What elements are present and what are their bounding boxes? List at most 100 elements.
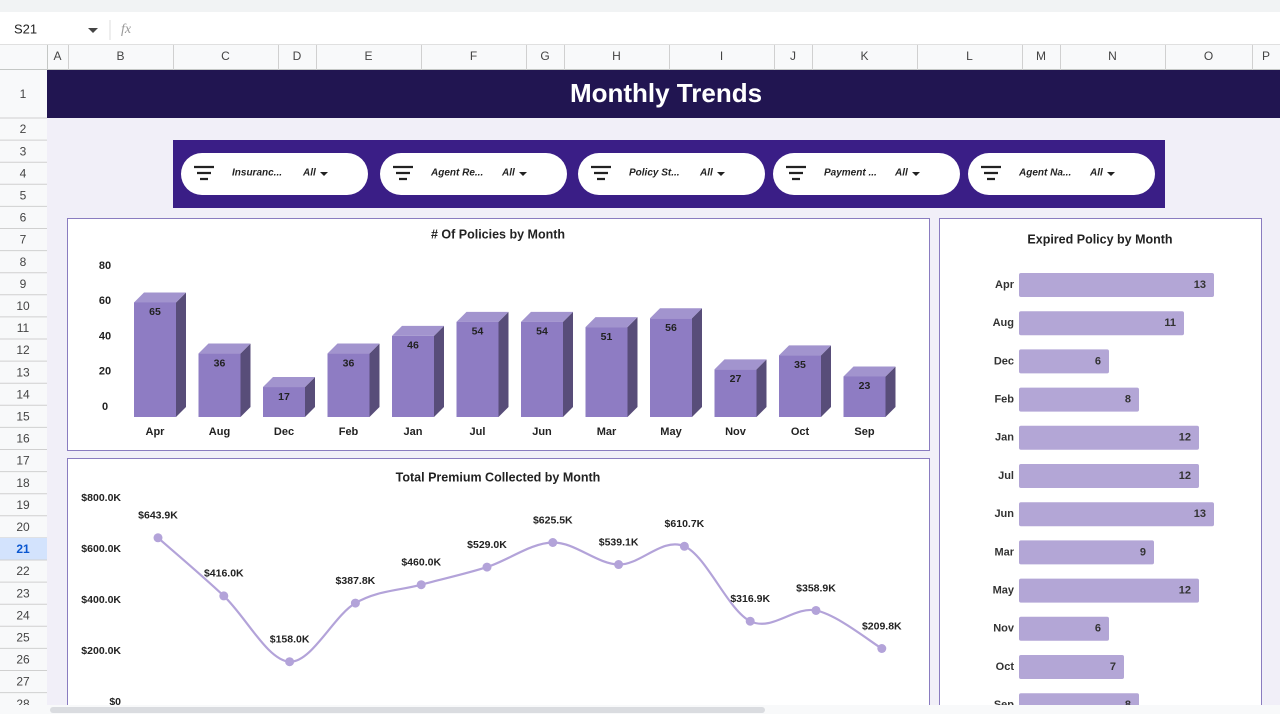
headers: A B C D E F G H I J K L M N O P123456789101112131415161… <box>0 44 1280 714</box>
row-header[interactable]: 1 <box>20 87 27 101</box>
row-header[interactable]: 6 <box>20 211 27 225</box>
bar-side <box>627 317 638 417</box>
data-label: 36 <box>343 357 355 369</box>
row-header[interactable]: 11 <box>17 321 30 335</box>
filter-icon <box>591 165 611 181</box>
name-box-arrow[interactable] <box>88 28 98 33</box>
row-header[interactable]: 21 <box>16 542 30 556</box>
filter-caret[interactable] <box>320 172 328 176</box>
row-header[interactable]: 26 <box>16 653 30 667</box>
column-header[interactable]: N <box>1108 49 1117 63</box>
row-header[interactable]: 23 <box>16 586 30 600</box>
filter-caret[interactable] <box>717 172 725 176</box>
y-tick-label: $600.0K <box>81 543 121 555</box>
filter-label: Payment ... <box>824 168 877 179</box>
row-header[interactable]: 19 <box>16 498 30 512</box>
column-header[interactable]: P <box>1262 49 1270 63</box>
row-header[interactable]: 15 <box>16 410 30 424</box>
filter-value: All <box>699 168 713 179</box>
column-header[interactable]: M <box>1036 49 1046 63</box>
filter-label: Insuranc... <box>232 168 282 179</box>
row-header[interactable]: 5 <box>20 189 27 203</box>
y-tick-label: Aug <box>993 317 1014 329</box>
x-tick-label: Aug <box>209 426 230 438</box>
data-label: 35 <box>794 359 806 371</box>
row-header[interactable]: 22 <box>16 564 30 578</box>
filter-pill[interactable] <box>181 153 368 195</box>
data-label: 27 <box>730 373 742 385</box>
y-tick-label: 60 <box>99 295 111 307</box>
filter-caret[interactable] <box>912 172 920 176</box>
row-header[interactable]: 3 <box>20 144 27 158</box>
row-header[interactable]: 20 <box>16 520 30 534</box>
data-label: $460.0K <box>401 556 441 568</box>
bar-top <box>714 359 767 370</box>
data-label: 9 <box>1140 546 1146 558</box>
filter-pill[interactable] <box>968 153 1155 195</box>
data-label: 54 <box>472 326 484 338</box>
row-header[interactable]: 12 <box>16 343 30 357</box>
data-label: $209.8K <box>862 620 902 632</box>
row-header[interactable]: 17 <box>16 454 30 468</box>
bar-side <box>498 311 509 417</box>
bar <box>1019 349 1109 374</box>
scrollbar-thumb[interactable] <box>50 707 765 713</box>
bar-side <box>240 343 251 417</box>
filter-caret[interactable] <box>519 172 527 176</box>
y-tick-label: $400.0K <box>81 594 121 606</box>
bar <box>650 318 692 417</box>
column-header[interactable]: B <box>116 49 124 63</box>
row-header[interactable]: 7 <box>20 233 27 247</box>
row-header[interactable]: 25 <box>16 631 30 645</box>
filter-pill[interactable] <box>578 153 765 195</box>
data-label: $610.7K <box>665 518 705 530</box>
column-header[interactable]: C <box>221 49 230 63</box>
row-header[interactable]: 18 <box>16 476 30 490</box>
row-header[interactable]: 2 <box>20 122 27 136</box>
bar-top <box>327 343 380 354</box>
column-header[interactable]: F <box>470 49 477 63</box>
row-header[interactable]: 16 <box>16 432 30 446</box>
row-header[interactable]: 24 <box>16 608 30 622</box>
filter-caret[interactable] <box>1107 172 1115 176</box>
row-header[interactable]: 14 <box>16 387 30 401</box>
column-header[interactable]: K <box>860 49 868 63</box>
dashboard-title: Monthly Trends <box>570 78 762 108</box>
name-box[interactable] <box>4 17 104 42</box>
column-header[interactable]: G <box>540 49 549 63</box>
bar-side <box>434 325 444 417</box>
row-header[interactable]: 27 <box>16 675 30 689</box>
filter-label: Agent Re... <box>430 168 483 179</box>
bar-top <box>198 343 251 354</box>
column-header[interactable]: J <box>790 49 796 63</box>
column-header[interactable]: O <box>1204 49 1213 63</box>
row-header[interactable]: 13 <box>16 365 30 379</box>
data-label: $158.0K <box>270 633 310 645</box>
point <box>548 537 558 547</box>
data-label: 6 <box>1095 623 1101 635</box>
row-header[interactable]: 8 <box>20 255 27 269</box>
data-label: 7 <box>1110 661 1116 673</box>
bar <box>1019 540 1154 565</box>
column-header[interactable]: E <box>364 49 372 63</box>
title-banner <box>47 70 1280 118</box>
chart-title: Total Premium Collected by Month <box>396 470 601 484</box>
point <box>482 562 492 572</box>
y-tick-label: May <box>993 585 1015 597</box>
column-header[interactable]: I <box>720 49 723 63</box>
filter-pill[interactable] <box>773 153 960 195</box>
column-header[interactable]: L <box>966 49 973 63</box>
filter-label: Policy St... <box>629 168 680 179</box>
row-header[interactable]: 9 <box>20 277 27 291</box>
column-header[interactable]: H <box>612 49 621 63</box>
row-header[interactable]: 10 <box>16 299 30 313</box>
bar <box>456 321 499 417</box>
filter-pill[interactable] <box>380 153 567 195</box>
row-header[interactable]: 4 <box>20 166 27 180</box>
data-label: $625.5K <box>533 514 573 526</box>
column-header[interactable]: A <box>53 49 61 63</box>
column-header[interactable]: D <box>293 49 302 63</box>
x-tick-label: Oct <box>791 426 810 438</box>
charts: # Of Policies by Month 0 20 40 60 80 65 Apr 36 Au… <box>81 227 1214 714</box>
bar-top <box>456 311 509 322</box>
